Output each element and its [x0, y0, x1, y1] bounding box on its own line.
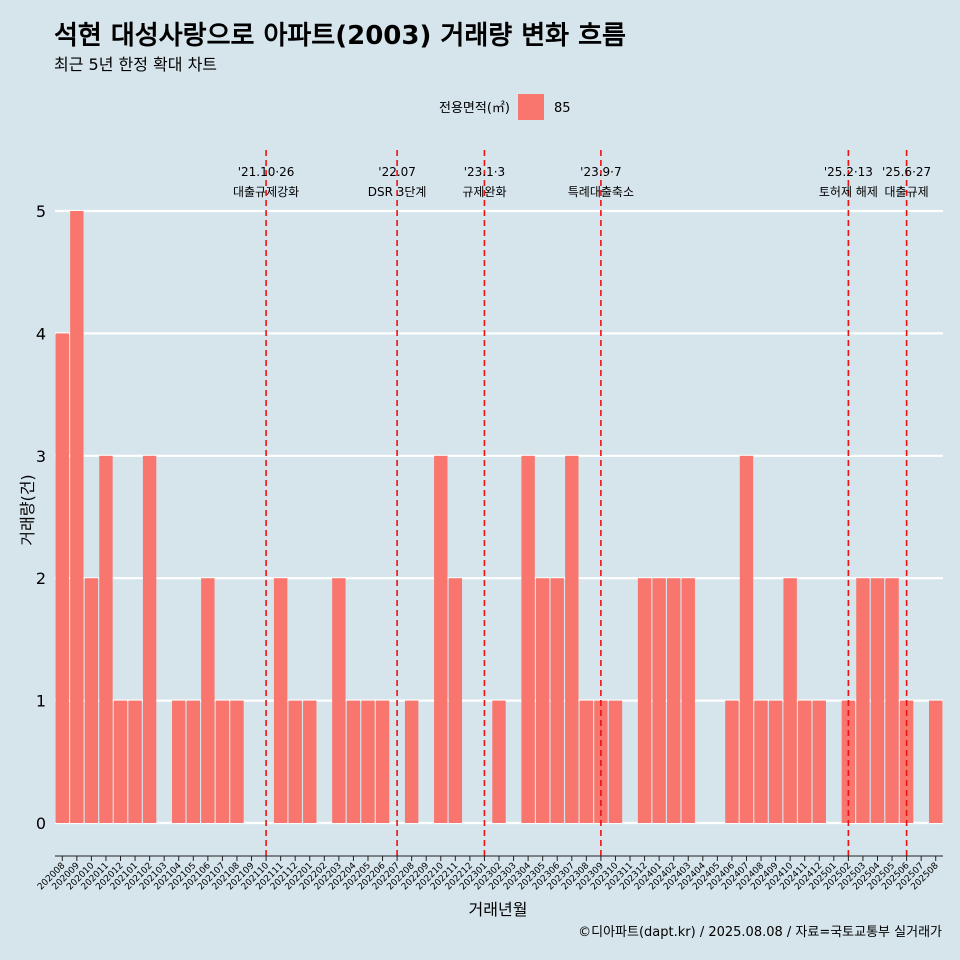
y-tick-label: 3 — [36, 447, 46, 466]
bar-202102 — [142, 455, 157, 823]
annotation-lines — [265, 150, 908, 856]
bar-202305 — [535, 578, 550, 823]
bar-202201 — [303, 700, 317, 823]
bar-202408 — [754, 700, 768, 823]
annotation-label: 토허제 해제 — [819, 185, 878, 199]
bar-202107 — [215, 700, 230, 823]
bar-202302 — [492, 700, 506, 823]
bar-202310 — [608, 700, 623, 823]
bar-202208 — [404, 700, 419, 823]
bar-202010 — [84, 578, 99, 823]
bars — [55, 211, 943, 823]
bar-202206 — [375, 700, 390, 823]
bar-202306 — [550, 578, 564, 823]
bar-202409 — [768, 700, 783, 823]
bar-202508 — [929, 700, 943, 823]
y-axis-title: 거래량(건) — [18, 474, 37, 545]
bar-202011 — [99, 455, 113, 823]
bar-202402 — [666, 578, 681, 823]
bar-202008 — [55, 333, 69, 823]
bar-202106 — [201, 578, 215, 823]
bar-202412 — [812, 700, 826, 823]
bar-202505 — [885, 578, 899, 823]
bar-202012 — [113, 700, 128, 823]
bar-202204 — [346, 700, 361, 823]
bar-202105 — [186, 700, 200, 823]
bar-202211 — [448, 578, 463, 823]
y-tick-label: 5 — [36, 202, 46, 221]
annotation-date: '23.1·3 — [464, 165, 505, 179]
bar-202410 — [783, 578, 797, 823]
caption: ©디아파트(dapt.kr) / 2025.08.08 / 자료=국토교통부 실… — [578, 925, 942, 940]
bar-202111 — [273, 578, 288, 823]
chart-subtitle: 최근 5년 한정 확대 차트 — [54, 55, 217, 74]
bar-202210 — [434, 455, 448, 823]
annotation-label: 특례대출축소 — [568, 185, 634, 199]
x-axis: 2020082020092020102020112020122021012021… — [36, 855, 943, 892]
annotation-label: 규제완화 — [462, 185, 506, 199]
x-axis-title: 거래년월 — [469, 900, 528, 919]
annotation-date: '23.9·7 — [580, 165, 621, 179]
bar-202307 — [565, 455, 579, 823]
annotation-date: '25.2·13 — [824, 165, 873, 179]
y-tick-label: 2 — [36, 569, 46, 588]
annotation-labels: '21.10·26 대출규제강화 '22.07 DSR 3단계 '23.1·3 규제완화 '… — [233, 165, 931, 199]
annotation-date: '21.10·26 — [238, 165, 295, 179]
y-tick-label: 4 — [36, 324, 46, 343]
bar-202101 — [128, 700, 142, 823]
legend: 전용면적(㎡) 85 — [439, 94, 571, 120]
legend-swatch — [518, 94, 544, 120]
y-axis-ticks: 0 1 2 3 4 5 — [36, 202, 46, 833]
annotation-date: '25.6·27 — [882, 165, 931, 179]
bar-202406 — [725, 700, 739, 823]
annotation-label: 대출규제강화 — [233, 185, 299, 199]
annotation-label: DSR 3단계 — [368, 185, 427, 199]
y-tick-label: 0 — [36, 814, 46, 833]
y-tick-label: 1 — [36, 692, 46, 711]
annotation-date: '22.07 — [378, 165, 416, 179]
bar-202401 — [652, 578, 666, 823]
bar-202205 — [361, 700, 375, 823]
bar-202504 — [870, 578, 885, 823]
annotation-label: 대출규제 — [885, 185, 929, 199]
bar-202312 — [637, 578, 652, 823]
bar-202503 — [856, 578, 870, 823]
bar-202411 — [798, 700, 812, 823]
bar-202308 — [579, 700, 594, 823]
bar-202009 — [70, 211, 84, 823]
chart-title: 석현 대성사랑으로 아파트(2003) 거래량 변화 흐름 — [54, 21, 626, 51]
bar-202112 — [288, 700, 302, 823]
bar-202203 — [332, 578, 346, 823]
legend-title: 전용면적(㎡) — [439, 101, 510, 116]
legend-entry-85: 85 — [554, 101, 571, 116]
bar-202304 — [521, 455, 535, 823]
bar-202403 — [681, 578, 695, 823]
bar-202407 — [739, 455, 754, 823]
bar-202108 — [230, 700, 244, 823]
bar-202104 — [172, 700, 186, 823]
